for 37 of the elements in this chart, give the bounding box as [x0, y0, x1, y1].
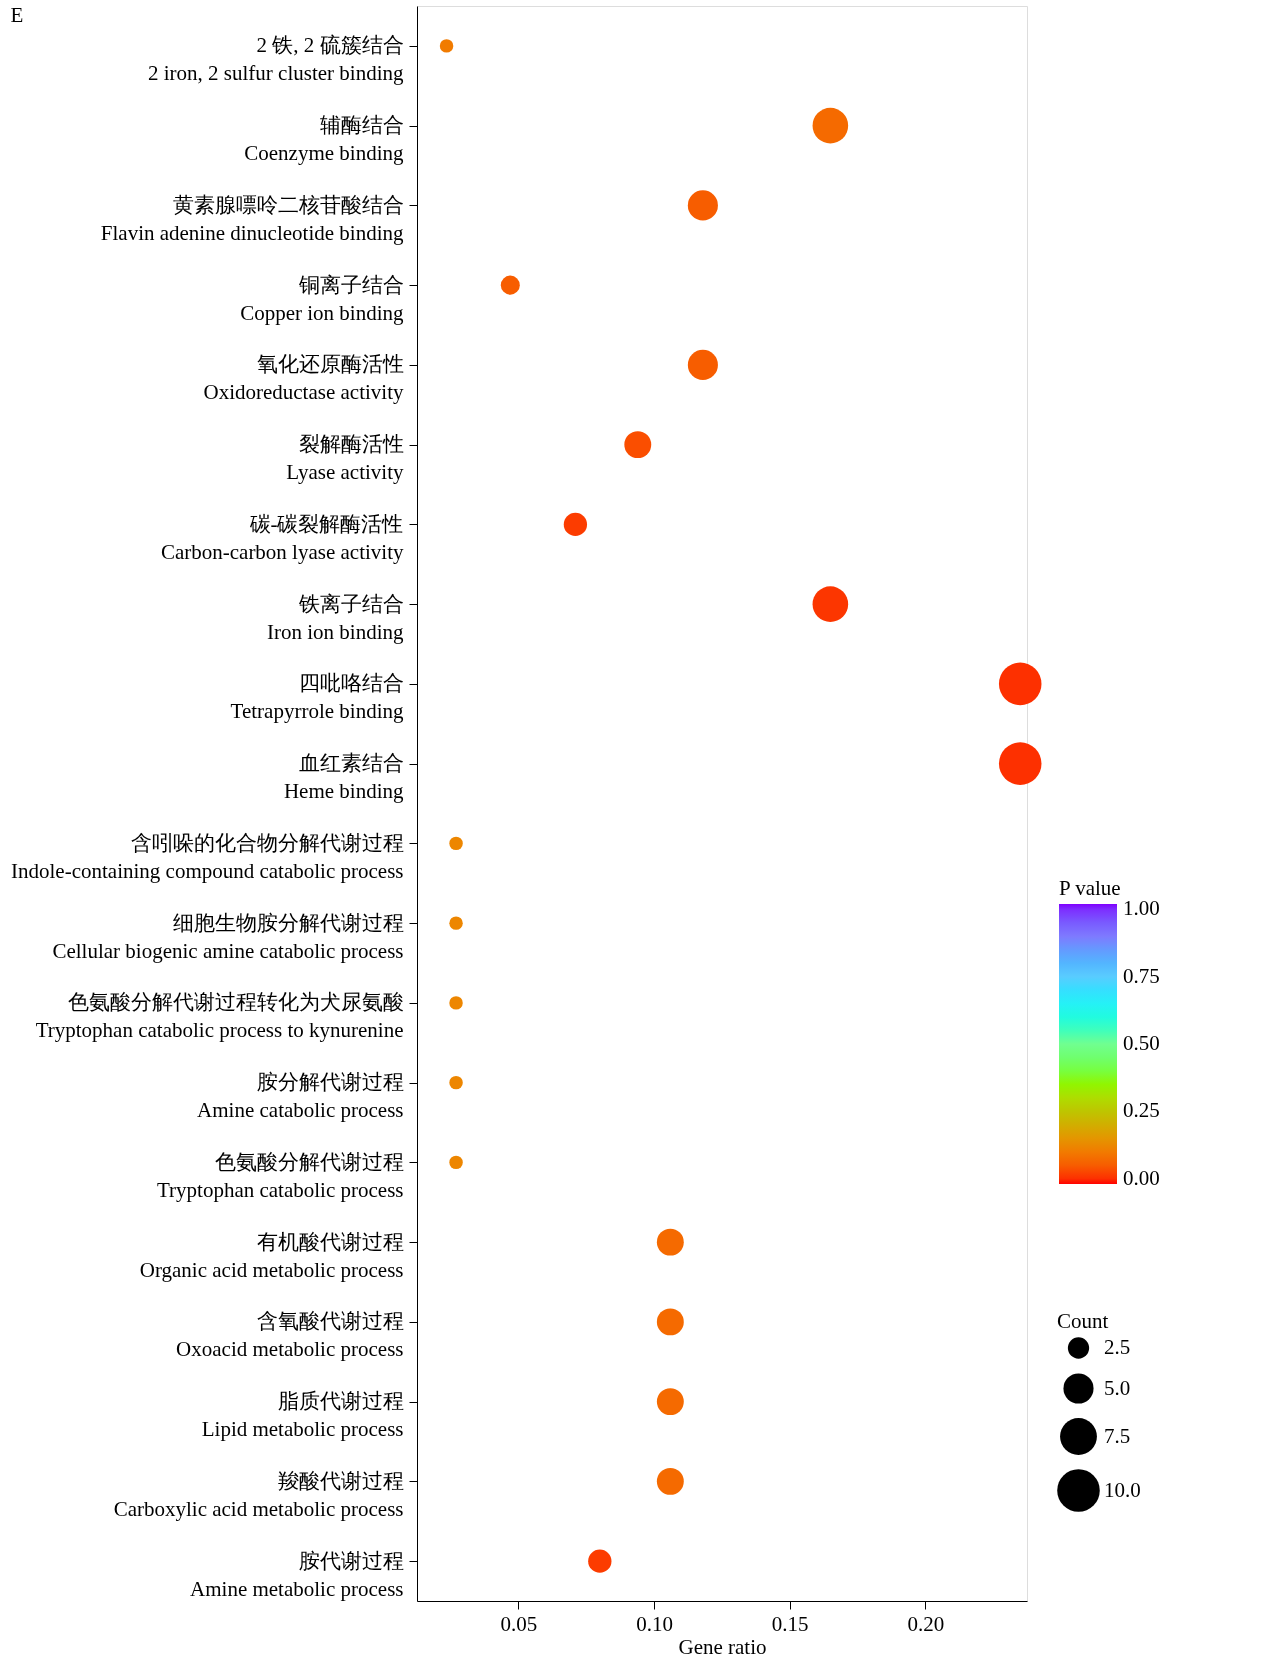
legend-label: 5.0 [1104, 1375, 1131, 1400]
y-tick-label: 黄素腺嘌呤二核苷酸结合 Flavin adenine dinucleotide binding [100, 192, 404, 245]
legend-title: Count [1057, 1309, 1109, 1333]
text: E [10, 3, 24, 27]
y-tick-label: 铜离子结合 Copper ion binding [240, 272, 404, 325]
color-bar-label: 0.75 [1123, 963, 1160, 988]
x-tick-label: 0.10 [636, 1611, 673, 1636]
legend-label: 2.5 [1104, 1335, 1131, 1359]
x-axis-title: Gene ratio [678, 1634, 767, 1659]
color-bar-label: 0.25 [1123, 1098, 1160, 1123]
x-tick-label: 0.20 [907, 1611, 945, 1636]
y-tick-label: 碳-碳裂解酶活性 Carbon-carbon lyase activity [160, 511, 404, 564]
y-tick-label: 有机酸代谢过程 Organic acid metabolic process [139, 1229, 404, 1282]
y-tick-label: 裂解酶活性 Lyase activity [286, 432, 404, 485]
color-bar-label: 1.00 [1123, 896, 1160, 921]
y-tick-label: 含氧酸代谢过程 Oxoacid metabolic process [176, 1309, 404, 1362]
y-tick-label: 四吡咯结合 Tetrapyrrole binding [230, 671, 404, 724]
y-tick-label: 氧化还原酶活性 Oxidoreductase activity [203, 352, 404, 405]
y-tick-label: 羧酸代谢过程 Carboxylic acid metabolic process [113, 1468, 404, 1521]
y-tick-label: 胺分解代谢过程 Amine catabolic process [197, 1070, 404, 1123]
color-bar-label: 0.50 [1123, 1031, 1160, 1055]
y-tick-label: 细胞生物胺分解代谢过程 Cellular biogenic amine catabolic process [52, 910, 404, 963]
y-tick-label: 辅酶结合 Coenzyme binding [244, 113, 404, 166]
y-tick-label: 含吲哚的化合物分解代谢过程 Indole-containing compound catabolic process [11, 830, 404, 883]
y-tick-label: 血红素结合 Heme binding [283, 751, 404, 804]
y-tick-label: 脂质代谢过程 Lipid metabolic process [201, 1389, 404, 1442]
y-tick-label: 色氨酸分解代谢过程 Tryptophan catabolic process [156, 1149, 404, 1202]
legend-label: 10.0 [1104, 1477, 1141, 1502]
legend-label: 7.5 [1104, 1423, 1131, 1448]
y-tick-label: 2 铁, 2 硫簇结合 2 iron, 2 sulfur cluster binding [148, 33, 404, 86]
color-bar-label: 0.00 [1123, 1165, 1160, 1190]
y-tick-label: 铁离子结合 Iron ion binding [267, 591, 404, 644]
x-tick-label: 0.05 [500, 1611, 538, 1636]
x-tick-label: 0.15 [771, 1611, 809, 1636]
y-tick-label: 色氨酸分解代谢过程转化为犬尿氨酸 Tryptophan catabolic process to kynurenine [35, 990, 404, 1043]
y-tick-label: 胺代谢过程 Amine metabolic process [190, 1548, 404, 1601]
color-bar-title: P value [1059, 876, 1121, 900]
